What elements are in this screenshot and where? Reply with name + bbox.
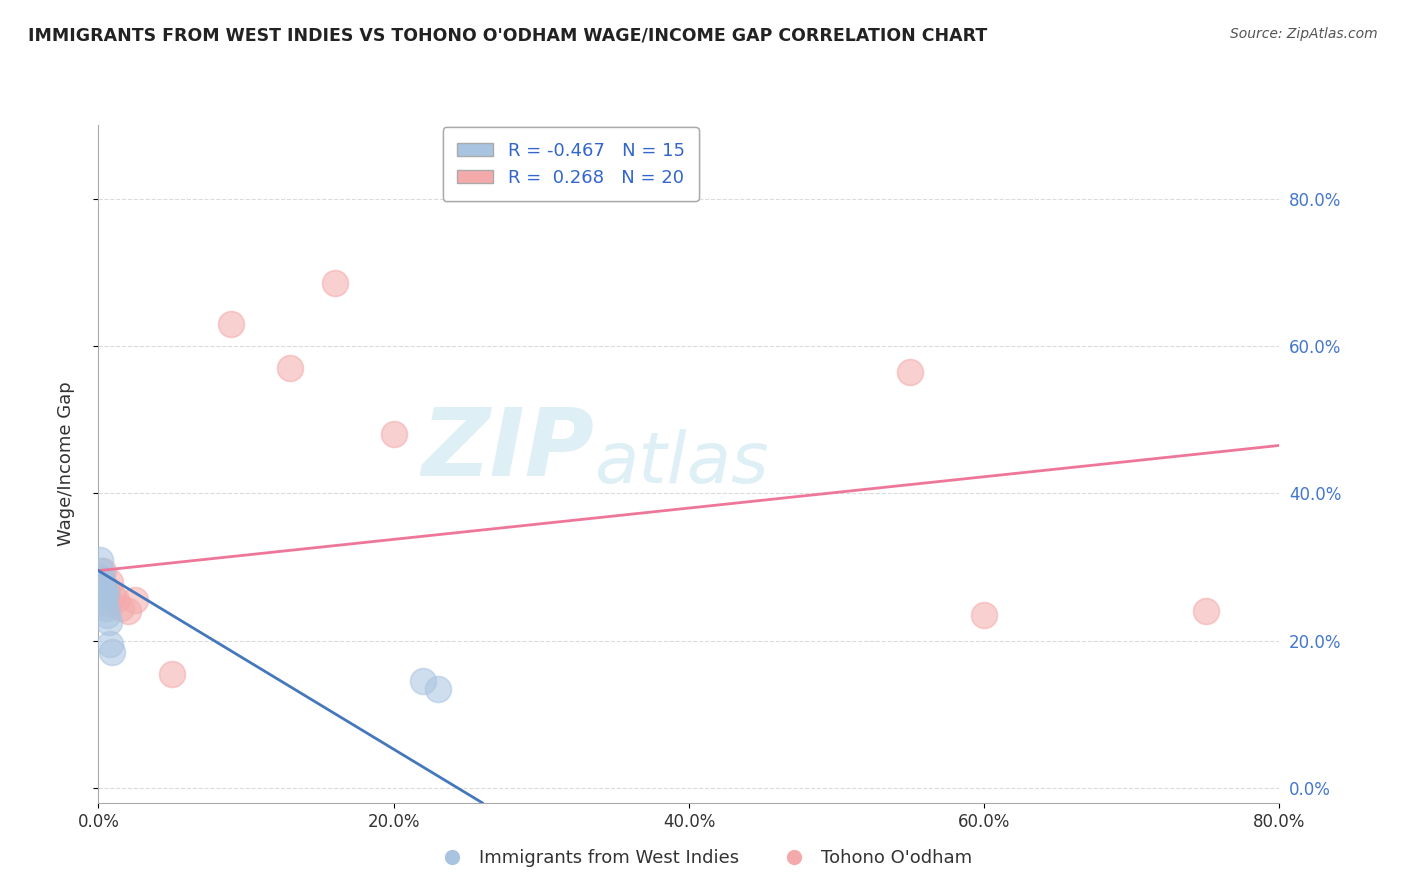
Point bbox=[900, 365, 922, 379]
Point bbox=[93, 578, 115, 592]
Point bbox=[100, 645, 122, 659]
Legend: Immigrants from West Indies, Tohono O'odham: Immigrants from West Indies, Tohono O'od… bbox=[427, 842, 979, 874]
Point bbox=[93, 582, 115, 596]
Point bbox=[103, 590, 125, 604]
Point bbox=[117, 604, 139, 618]
Point bbox=[96, 607, 118, 622]
Point bbox=[91, 564, 114, 578]
Point bbox=[162, 666, 183, 681]
Y-axis label: Wage/Income Gap: Wage/Income Gap bbox=[56, 382, 75, 546]
Point bbox=[412, 674, 434, 689]
Legend: R = -0.467   N = 15, R =  0.268   N = 20: R = -0.467 N = 15, R = 0.268 N = 20 bbox=[443, 128, 699, 201]
Point bbox=[90, 564, 112, 578]
Point bbox=[90, 571, 112, 585]
Point bbox=[90, 571, 112, 585]
Point bbox=[91, 578, 114, 592]
Point bbox=[98, 574, 121, 589]
Point bbox=[124, 593, 146, 607]
Point bbox=[97, 615, 120, 630]
Point bbox=[973, 607, 995, 622]
Point bbox=[91, 590, 114, 604]
Point bbox=[94, 600, 117, 615]
Point bbox=[94, 586, 117, 600]
Point bbox=[427, 681, 450, 696]
Text: Source: ZipAtlas.com: Source: ZipAtlas.com bbox=[1230, 27, 1378, 41]
Point bbox=[110, 600, 132, 615]
Point bbox=[382, 427, 405, 442]
Point bbox=[94, 582, 117, 596]
Point bbox=[89, 552, 111, 566]
Point bbox=[1195, 604, 1218, 618]
Text: IMMIGRANTS FROM WEST INDIES VS TOHONO O'ODHAM WAGE/INCOME GAP CORRELATION CHART: IMMIGRANTS FROM WEST INDIES VS TOHONO O'… bbox=[28, 27, 987, 45]
Text: atlas: atlas bbox=[595, 429, 769, 499]
Point bbox=[93, 593, 115, 607]
Text: ZIP: ZIP bbox=[422, 404, 595, 496]
Point bbox=[96, 586, 118, 600]
Point bbox=[97, 597, 120, 611]
Point bbox=[219, 317, 242, 331]
Point bbox=[105, 593, 128, 607]
Point bbox=[278, 361, 302, 376]
Point bbox=[98, 637, 121, 651]
Point bbox=[323, 277, 346, 291]
